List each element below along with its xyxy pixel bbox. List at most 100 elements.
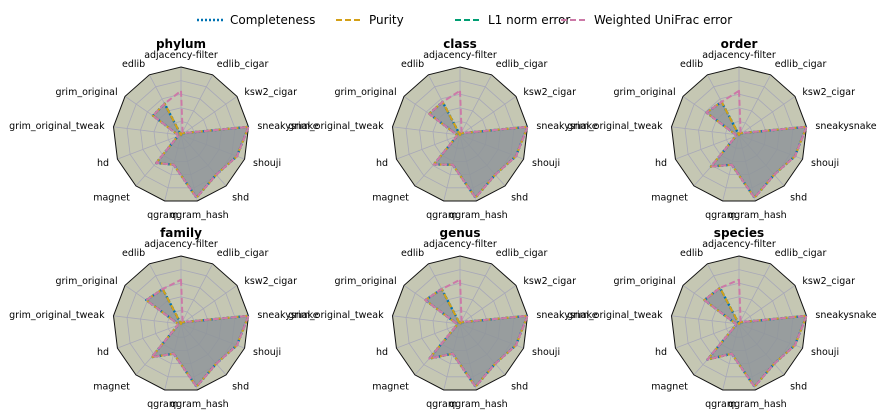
grid-spoke [459, 96, 517, 136]
grid-spoke [671, 315, 740, 325]
spoke-label: hd [376, 158, 388, 169]
spoke-label: adjacency-filter [702, 50, 776, 61]
grid-ring [405, 269, 515, 378]
legend-label: Completeness [230, 13, 315, 27]
spoke-label: qgram_hash [728, 210, 787, 221]
spoke-label: ksw2_cigar [802, 87, 855, 98]
panel-frame [670, 255, 808, 391]
spoke-label: qgram [705, 210, 736, 221]
legend-entry: L1 norm error [455, 13, 570, 27]
grid-spoke [738, 285, 796, 325]
panel-frame [112, 66, 250, 202]
spoke-label: edlib_cigar [496, 248, 548, 259]
spoke-label: grim_original_tweak [288, 121, 384, 132]
spoke-label: sneakysnake [257, 121, 318, 132]
spoke-label: grim_original_tweak [9, 310, 105, 321]
grid-spoke [180, 96, 238, 136]
spoke-label: grim_original [56, 87, 118, 98]
grid-spoke [180, 285, 238, 325]
spoke-label: grim_original [56, 276, 118, 287]
grid-spoke [675, 134, 740, 160]
spoke-label: sneakysnake [536, 310, 597, 321]
spoke-label: adjacency-filter [702, 239, 776, 250]
spoke-label: sneakysnake [815, 310, 876, 321]
spoke-label: hd [97, 347, 109, 358]
spoke-label: shouji [253, 347, 281, 358]
legend-label: L1 norm error [488, 13, 570, 27]
spoke-label: grim_original [614, 87, 676, 98]
spoke-label: shd [511, 193, 528, 204]
spoke-label: edlib [122, 59, 145, 70]
spoke-label: magnet [372, 382, 409, 393]
spoke-label: edlib_cigar [217, 248, 269, 259]
panel-title: class [443, 37, 477, 51]
series-area [704, 287, 807, 387]
spoke-label: qgram [426, 399, 457, 410]
spoke-label: hd [97, 158, 109, 169]
spoke-label: hd [655, 158, 667, 169]
legend-entry: Weighted UniFrac error [561, 13, 732, 27]
spoke-label: sneakysnake [536, 121, 597, 132]
grid-spoke [671, 126, 740, 136]
spoke-label: shd [511, 382, 528, 393]
spoke-label: magnet [651, 193, 688, 204]
spoke-label: edlib [401, 248, 424, 259]
grid-spoke [396, 323, 461, 349]
panel-title: species [714, 226, 764, 240]
legend-entry: Completeness [197, 13, 315, 27]
grid-spoke [113, 126, 182, 136]
spoke-label: ksw2_cigar [244, 276, 297, 287]
spoke-label: qgram_hash [728, 399, 787, 410]
spoke-label: qgram [147, 210, 178, 221]
grid-spoke [675, 323, 740, 349]
spoke-label: shouji [253, 158, 281, 169]
grid-ring [405, 80, 515, 189]
spoke-label: hd [655, 347, 667, 358]
spoke-label: grim_original [614, 276, 676, 287]
grid-spoke [738, 263, 771, 325]
panel-frame [670, 66, 808, 202]
spoke-label: edlib [680, 59, 703, 70]
series-area [429, 101, 528, 198]
spoke-label: adjacency-filter [144, 239, 218, 250]
spoke-label: qgram_hash [449, 210, 508, 221]
series-line [424, 278, 529, 388]
grid-ring [126, 269, 236, 378]
spoke-label: ksw2_cigar [523, 87, 576, 98]
grid-spoke [392, 126, 461, 136]
grid-spoke [117, 134, 182, 160]
radar-panels: adjacency-filteredlib_cigarksw2_cigarsne… [9, 37, 877, 410]
series-area [706, 101, 807, 198]
panel-title: order [721, 37, 758, 51]
series-line [424, 288, 529, 388]
spoke-label: ksw2_cigar [802, 276, 855, 287]
spoke-label: edlib_cigar [217, 59, 269, 70]
spoke-label: edlib_cigar [775, 248, 827, 259]
spoke-label: edlib [122, 248, 145, 259]
grid-spoke [738, 74, 771, 136]
grid-ring [684, 80, 794, 189]
grid-spoke [180, 263, 213, 325]
panel-title: phylum [156, 37, 206, 51]
spoke-label: shouji [811, 158, 839, 169]
spoke-label: ksw2_cigar [244, 87, 297, 98]
grid-ring [684, 269, 794, 378]
spoke-label: shd [232, 382, 249, 393]
spoke-label: edlib [401, 59, 424, 70]
spoke-label: qgram [705, 399, 736, 410]
spoke-label: grim_original_tweak [9, 121, 105, 132]
grid-spoke [459, 263, 492, 325]
series-line [145, 278, 250, 388]
spoke-label: shouji [532, 347, 560, 358]
spoke-label: shd [790, 193, 807, 204]
spoke-label: qgram_hash [449, 399, 508, 410]
panel-frame [391, 66, 529, 202]
spoke-label: shd [232, 193, 249, 204]
spoke-label: magnet [372, 193, 409, 204]
